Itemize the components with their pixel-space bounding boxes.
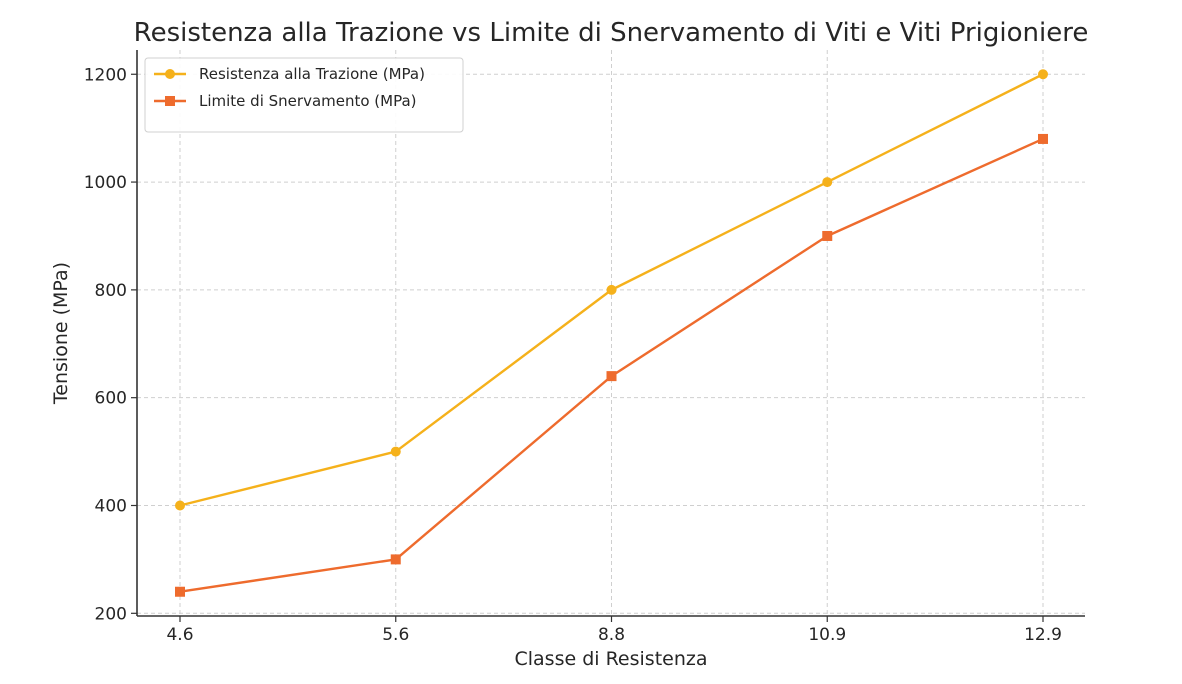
y-tick-label: 1200 bbox=[84, 65, 127, 85]
x-axis-label: Classe di Resistenza bbox=[514, 648, 707, 670]
data-point-square bbox=[606, 371, 617, 382]
data-point-square bbox=[822, 230, 833, 241]
x-tick-label: 4.6 bbox=[166, 625, 193, 645]
legend: Resistenza alla Trazione (MPa) Limite di … bbox=[144, 57, 464, 133]
legend-item-2: Limite di Snervamento (MPa) bbox=[154, 92, 417, 110]
data-point-circle bbox=[822, 177, 833, 188]
series-1 bbox=[175, 69, 1048, 511]
data-point-circle bbox=[175, 500, 185, 511]
y-tick-label: 600 bbox=[95, 389, 127, 409]
y-axis-label: Tensione (MPa) bbox=[50, 262, 72, 405]
data-point-circle bbox=[1038, 69, 1048, 80]
legend-marker-circle bbox=[165, 69, 175, 79]
x-tick-label: 5.6 bbox=[382, 625, 409, 645]
legend-item-1: Resistenza alla Trazione (MPa) bbox=[154, 65, 425, 83]
y-tick-label: 400 bbox=[95, 496, 127, 516]
legend-label: Resistenza alla Trazione (MPa) bbox=[199, 65, 425, 83]
legend-label: Limite di Snervamento (MPa) bbox=[199, 92, 417, 110]
legend-box bbox=[144, 57, 464, 133]
tick-labels: 4.6 5.6 8.8 10.9 12.9 200 400 600 800 1000 1200 bbox=[84, 65, 1062, 645]
y-tick-label: 200 bbox=[95, 604, 127, 624]
data-point-circle bbox=[390, 446, 401, 457]
y-tick-label: 800 bbox=[95, 281, 127, 301]
data-point-square bbox=[175, 586, 185, 597]
data-point-square bbox=[390, 554, 401, 565]
data-point-circle bbox=[606, 284, 617, 295]
x-tick-label: 12.9 bbox=[1024, 625, 1062, 645]
legend-marker-square bbox=[165, 96, 175, 106]
x-tick-label: 8.8 bbox=[598, 625, 625, 645]
y-tick-label: 1000 bbox=[84, 173, 127, 193]
data-point-square bbox=[1038, 133, 1048, 144]
axes bbox=[131, 50, 1085, 622]
x-tick-label: 10.9 bbox=[808, 625, 846, 645]
grid bbox=[137, 50, 1085, 616]
series-2 bbox=[175, 133, 1048, 597]
series bbox=[175, 69, 1048, 597]
chart-title: Resistenza alla Trazione vs Limite di Sn… bbox=[134, 18, 1089, 48]
